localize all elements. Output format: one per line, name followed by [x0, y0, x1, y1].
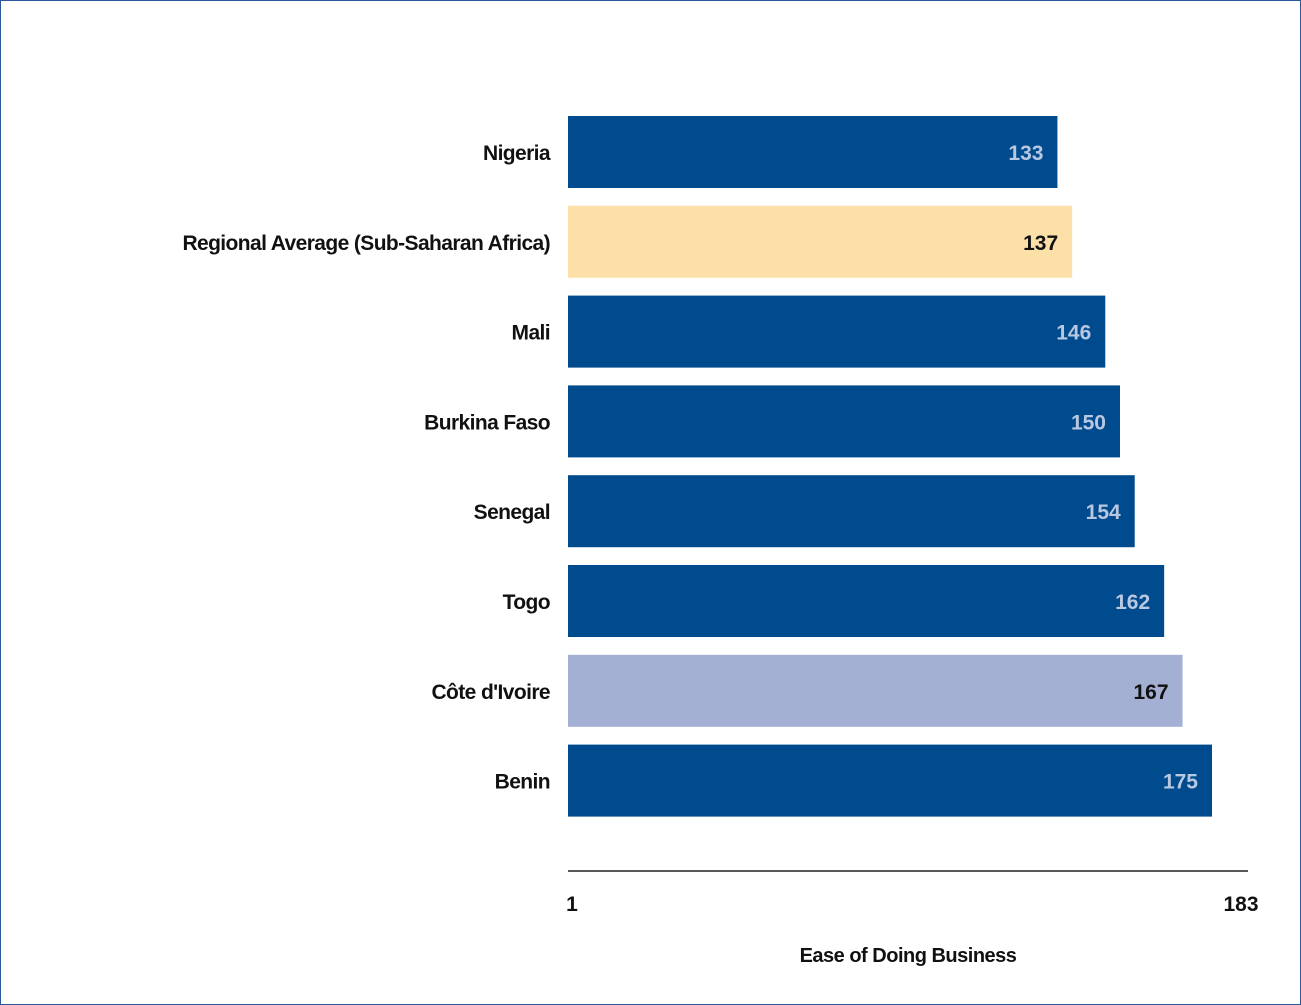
value-label-6: 167 [1134, 681, 1169, 704]
bars-layer [568, 116, 1212, 817]
category-label-3: Burkina Faso [424, 411, 550, 434]
bar-2 [568, 295, 1106, 368]
x-axis-title: Ease of Doing Business [800, 945, 1017, 967]
category-label-4: Senegal [474, 501, 550, 524]
category-label-2: Mali [512, 322, 550, 345]
bar-3 [568, 385, 1120, 458]
value-label-7: 175 [1163, 771, 1198, 794]
value-label-1: 137 [1023, 232, 1058, 255]
bar-6 [568, 654, 1183, 727]
bar-5 [568, 565, 1165, 637]
value-label-5: 162 [1115, 591, 1150, 614]
category-label-6: Côte d'Ivoire [431, 681, 550, 704]
value-label-4: 154 [1086, 501, 1121, 524]
category-label-7: Benin [495, 771, 550, 794]
category-labels: Nigeria Regional Average (Sub-Saharan Afr… [182, 142, 551, 794]
x-tick-label-min: 1 [566, 893, 578, 916]
value-labels: 133 137 146 150 154 162 167 175 [1008, 142, 1198, 794]
category-label-5: Togo [503, 591, 550, 614]
x-tick-label-max: 183 [1223, 893, 1258, 916]
bar-1 [568, 205, 1073, 278]
value-label-0: 133 [1008, 142, 1043, 165]
value-label-2: 146 [1056, 322, 1091, 345]
category-label-0: Nigeria [483, 142, 551, 165]
bar-7 [568, 744, 1212, 817]
bar-4 [568, 475, 1135, 548]
bar-0 [568, 116, 1058, 188]
category-label-1: Regional Average (Sub-Saharan Africa) [182, 232, 550, 255]
value-label-3: 150 [1071, 411, 1106, 434]
